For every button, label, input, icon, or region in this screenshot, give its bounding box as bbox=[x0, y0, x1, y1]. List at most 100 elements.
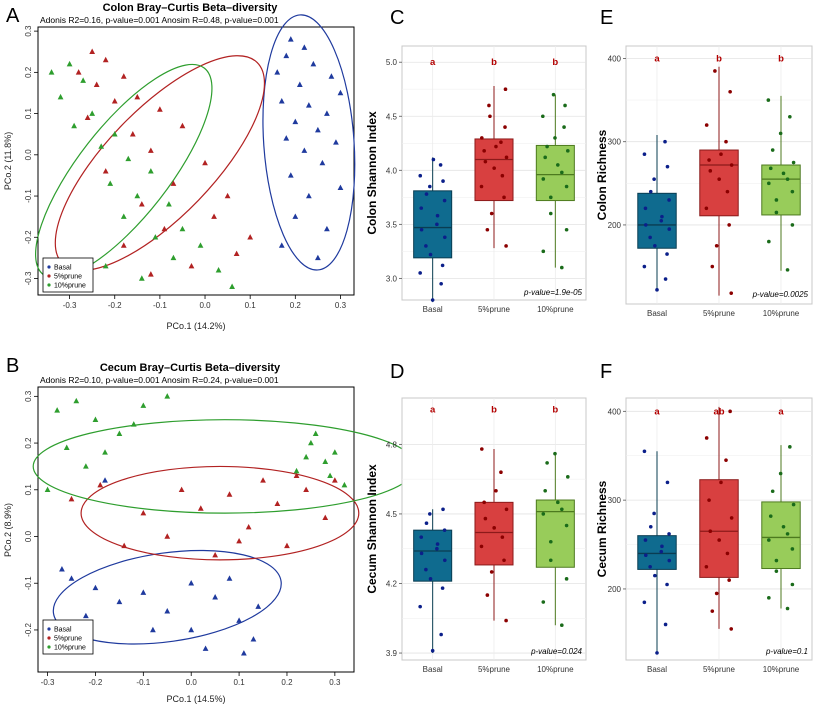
y-tick-label: 4.5 bbox=[386, 510, 398, 519]
x-tick-label: -0.3 bbox=[41, 678, 55, 687]
point-5prune bbox=[178, 486, 185, 493]
point-5prune bbox=[504, 507, 509, 512]
legend-a: Basal 5%prune 10%prune bbox=[42, 257, 94, 293]
point-10prune bbox=[564, 184, 569, 189]
point-basal bbox=[419, 227, 424, 232]
point-10prune bbox=[785, 177, 790, 181]
point-5prune bbox=[170, 180, 177, 186]
point-basal bbox=[643, 206, 648, 211]
point-10prune bbox=[71, 122, 77, 129]
point-5prune bbox=[729, 291, 734, 295]
legend-dot-basal-b bbox=[47, 627, 51, 631]
point-basal bbox=[648, 189, 653, 194]
x-tick-label: -0.3 bbox=[63, 301, 77, 310]
point-5prune bbox=[134, 93, 141, 100]
point-10prune bbox=[140, 402, 147, 408]
panel-d: D 3.9 4.2 4.5 4.8 a Basal b 5%prune b 10%prune Ce… bbox=[365, 361, 587, 674]
x-tick-label: 10%prune bbox=[763, 309, 800, 318]
point-10prune bbox=[774, 198, 779, 202]
x-tick-label: -0.2 bbox=[108, 301, 122, 310]
cecum-beta-subtitle: Adonis R2=0.10, p-value=0.001 Anosim R=0… bbox=[40, 375, 279, 385]
point-10prune bbox=[768, 514, 773, 518]
point-basal bbox=[102, 477, 108, 483]
point-5prune bbox=[708, 169, 713, 173]
point-10prune bbox=[774, 558, 779, 563]
point-basal bbox=[652, 177, 656, 181]
point-basal bbox=[236, 617, 242, 623]
point-5prune bbox=[504, 244, 508, 248]
point-10prune bbox=[166, 201, 172, 207]
point-basal bbox=[59, 566, 65, 572]
point-5prune bbox=[121, 542, 128, 549]
x-tick-label: 10%prune bbox=[537, 665, 574, 674]
y-tick-label: 3.0 bbox=[386, 274, 398, 283]
point-basal bbox=[418, 604, 422, 609]
point-10prune bbox=[215, 267, 222, 273]
y-tick-label: -0.1 bbox=[24, 189, 33, 203]
point-10prune bbox=[541, 600, 546, 604]
point-5prune bbox=[293, 472, 300, 479]
point-5prune bbox=[713, 69, 717, 73]
point-basal bbox=[150, 626, 156, 633]
point-basal bbox=[440, 586, 445, 590]
y-tick-label: 4.5 bbox=[386, 112, 398, 121]
point-basal bbox=[116, 598, 123, 605]
point-5prune bbox=[710, 609, 715, 613]
point-5prune bbox=[489, 570, 494, 574]
point-5prune bbox=[75, 69, 82, 75]
point-5prune bbox=[727, 578, 731, 582]
point-basal bbox=[643, 223, 648, 227]
legend-dot-basal bbox=[47, 265, 51, 269]
x-tick-label: 5%prune bbox=[703, 309, 736, 318]
point-5prune bbox=[719, 480, 723, 485]
point-basal bbox=[418, 271, 422, 275]
point-5prune bbox=[164, 533, 171, 539]
point-basal bbox=[202, 645, 209, 651]
colon-beta-title: Colon Bray–Curtis Beta–diversity bbox=[103, 2, 279, 14]
point-10prune bbox=[92, 416, 99, 422]
point-basal bbox=[653, 243, 657, 248]
box-10prune bbox=[761, 501, 801, 570]
point-basal bbox=[82, 612, 89, 619]
point-basal bbox=[296, 81, 303, 87]
point-5prune bbox=[480, 136, 484, 140]
point-5prune bbox=[704, 123, 709, 127]
y-tick-label: -0.2 bbox=[24, 230, 33, 244]
point-10prune bbox=[327, 472, 333, 479]
y-axis-label-a: PCo.2 (11.8%) bbox=[3, 132, 13, 190]
point-5prune bbox=[704, 436, 709, 440]
point-10prune bbox=[331, 449, 338, 455]
point-basal bbox=[283, 135, 290, 141]
pvalue-d: p-value=0.024 bbox=[530, 647, 582, 656]
point-5prune bbox=[492, 526, 496, 530]
point-10prune bbox=[778, 131, 783, 136]
legend-b: Basal 5%prune 10%prune bbox=[42, 619, 94, 655]
sig-letter-10prune: a bbox=[778, 406, 784, 417]
x-axis-label-b: PCo.1 (14.5%) bbox=[166, 694, 225, 704]
x-tick-label: 10%prune bbox=[537, 305, 574, 314]
point-basal bbox=[283, 52, 290, 59]
point-basal bbox=[643, 553, 648, 557]
y-ticks-a: -0.3 -0.2 -0.1 0.0 0.1 0.2 0.3 bbox=[24, 25, 38, 285]
point-basal bbox=[667, 198, 671, 202]
point-10prune bbox=[48, 69, 55, 75]
point-5prune bbox=[487, 103, 491, 108]
point-5prune bbox=[488, 114, 492, 119]
box-marks-f: 200 300 400 a Basal ab 5%prune a 10%prune bbox=[608, 398, 812, 674]
x-ticks-a: -0.3 -0.2 -0.1 0.0 0.1 0.2 0.3 bbox=[63, 295, 347, 310]
point-5prune bbox=[197, 505, 204, 511]
point-basal bbox=[642, 264, 647, 269]
point-10prune bbox=[303, 453, 310, 460]
point-basal bbox=[337, 89, 344, 96]
point-basal bbox=[188, 580, 195, 586]
panel-c: C 3.0 3.5 4.0 4.5 5.0 a Basal b 5%prune b 10%prune… bbox=[365, 7, 587, 314]
point-basal bbox=[442, 198, 447, 203]
legend-10prune-a: 10%prune bbox=[54, 283, 86, 290]
point-5prune bbox=[504, 618, 508, 623]
box-marks-d: 3.9 4.2 4.5 4.8 a Basal b 5%prune b 10%prune bbox=[386, 398, 586, 674]
point-5prune bbox=[494, 488, 498, 493]
point-basal bbox=[655, 288, 659, 292]
y-tick-label: 200 bbox=[608, 221, 622, 230]
legend-dot-10prune bbox=[47, 283, 51, 287]
point-5prune bbox=[729, 627, 734, 631]
